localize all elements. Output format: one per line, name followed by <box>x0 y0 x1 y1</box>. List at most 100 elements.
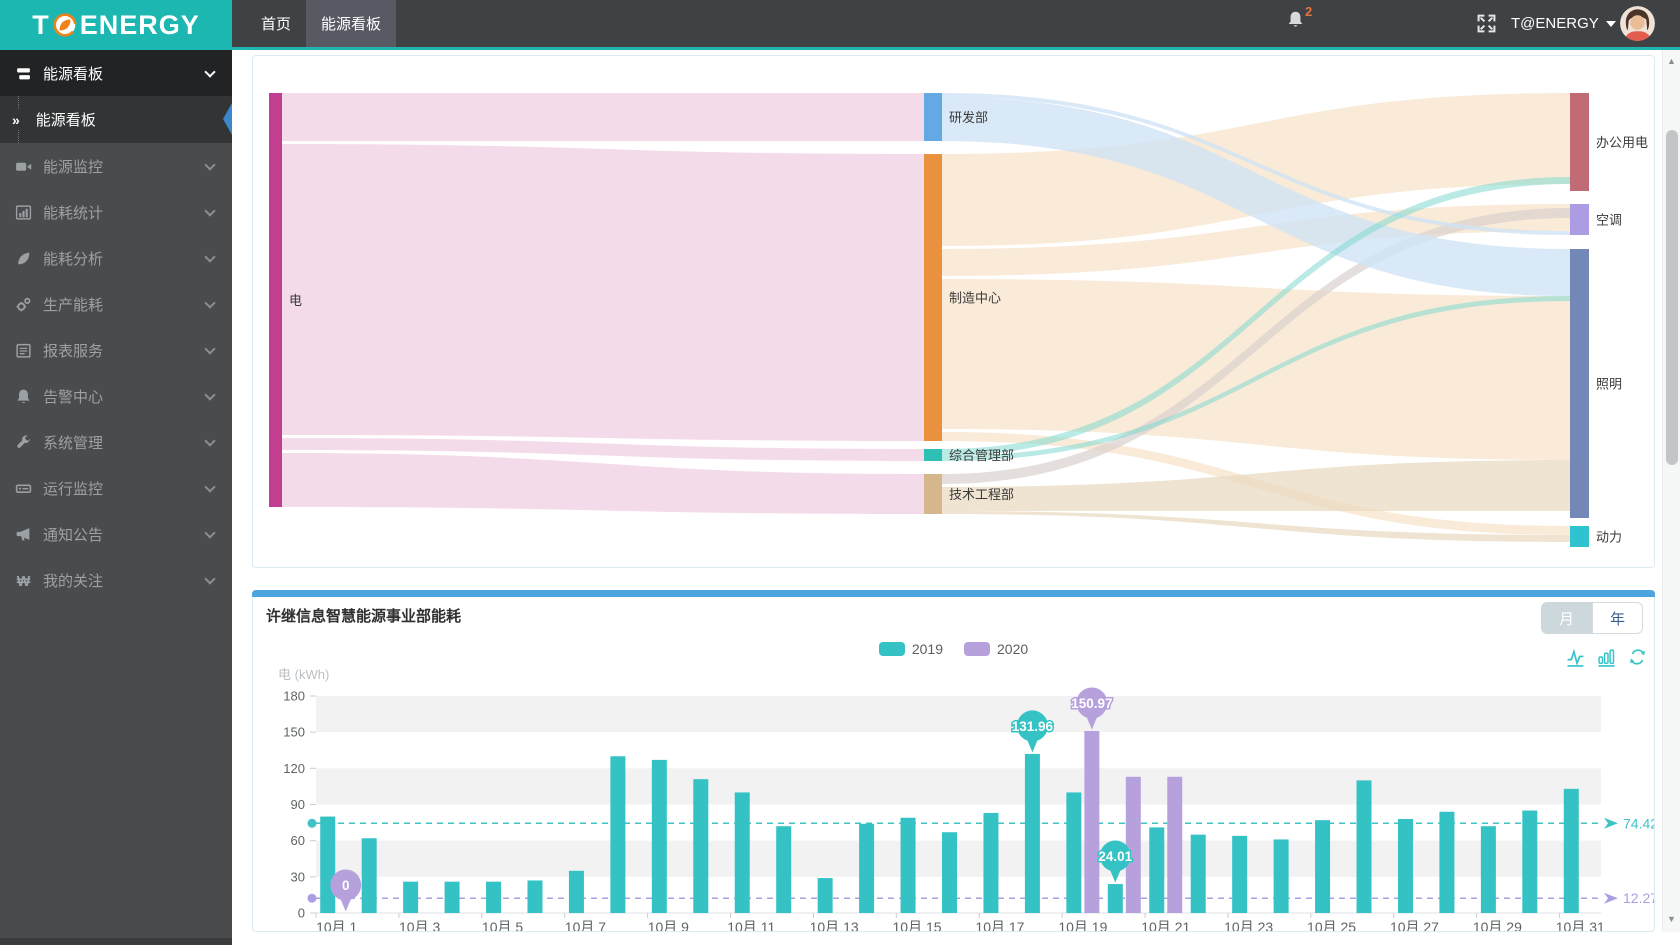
sidebar-item-2[interactable]: 能源监控 <box>0 143 232 189</box>
x-tick-label: 10月 3 <box>399 919 440 931</box>
bar-2019-day28[interactable] <box>1439 811 1455 913</box>
bar-2019-day8[interactable] <box>610 756 626 913</box>
legend-item-2020[interactable]: 2020 <box>964 641 1028 657</box>
legend-item-2019[interactable]: 2019 <box>878 641 943 657</box>
vertical-scrollbar[interactable]: ▲ ▼ <box>1662 50 1680 932</box>
top-tab-2[interactable]: 能源看板 <box>306 0 397 47</box>
period-toggle-year[interactable]: 年 <box>1592 602 1643 634</box>
sidebar-item-7[interactable]: 告警中心 <box>0 373 232 419</box>
sidebar-item-5[interactable]: 生产能耗 <box>0 281 232 327</box>
period-toggle-month[interactable]: 月 <box>1541 602 1592 634</box>
bar-2019-day6[interactable] <box>527 880 543 913</box>
scroll-up-arrow[interactable]: ▲ <box>1667 56 1676 66</box>
sidebar-item-9[interactable]: 运行监控 <box>0 465 232 511</box>
bar-2019-day2[interactable] <box>361 838 377 913</box>
x-tick-label: 10月 21 <box>1141 919 1190 931</box>
sankey-flow-4[interactable] <box>282 453 924 514</box>
marker-balloon-2019[interactable] <box>1016 710 1048 742</box>
bar-2019-day22[interactable] <box>1190 834 1206 913</box>
sidebar-item-3[interactable]: 能耗统计 <box>0 189 232 235</box>
sankey-flow-9[interactable] <box>942 208 1570 484</box>
pulse-chart-icon[interactable] <box>1566 648 1585 667</box>
bar-2019-day10[interactable] <box>693 779 709 913</box>
bar-2019-day13[interactable] <box>817 878 833 913</box>
app-logo[interactable]: T ENERGY <box>0 0 232 50</box>
scrollbar-thumb[interactable] <box>1666 130 1678 465</box>
sidebar-item-10[interactable]: 通知公告 <box>0 511 232 557</box>
sidebar-item-label: 运行监控 <box>43 480 104 498</box>
sidebar-item-6[interactable]: 报表服务 <box>0 327 232 373</box>
sankey-flow-6[interactable] <box>942 204 1570 276</box>
bar-2019-day11[interactable] <box>734 792 750 913</box>
bar-2019-day23[interactable] <box>1232 835 1248 913</box>
sidebar-item-4[interactable]: 能耗分析 <box>0 235 232 281</box>
bar-2019-day26[interactable] <box>1356 780 1372 913</box>
sankey-flow-3[interactable] <box>282 438 924 461</box>
bar-2019-day12[interactable] <box>776 826 792 913</box>
sidebar-item-8[interactable]: 系统管理 <box>0 419 232 465</box>
refresh-icon[interactable] <box>1628 648 1647 667</box>
sankey-flow-7[interactable] <box>942 279 1570 460</box>
sankey-flow-15[interactable] <box>942 296 1570 461</box>
sankey-node-9[interactable] <box>1570 526 1589 547</box>
sidebar-item-11[interactable]: ₩ 我的关注 <box>0 557 232 603</box>
period-toggle: 月年 <box>1541 602 1643 634</box>
sankey-node-8[interactable] <box>1570 249 1589 518</box>
scroll-down-arrow[interactable]: ▼ <box>1667 914 1676 924</box>
bar-2019-day24[interactable] <box>1273 839 1289 913</box>
bar-2019-day21[interactable] <box>1149 827 1165 913</box>
grid-band <box>316 840 1601 877</box>
sankey-flow-11[interactable] <box>942 511 1570 542</box>
bar-2019-day19[interactable] <box>1066 792 1082 913</box>
bar-2019-day18[interactable] <box>1024 753 1040 913</box>
bar-2019-day25[interactable] <box>1315 820 1331 913</box>
bar-2019-day30[interactable] <box>1522 810 1538 913</box>
sankey-flow-12[interactable] <box>942 93 1570 235</box>
user-menu[interactable]: T@ENERGY <box>1511 0 1616 47</box>
sankey-flow-13[interactable] <box>942 97 1570 296</box>
sankey-node-1[interactable] <box>269 93 282 507</box>
bar-2019-day3[interactable] <box>403 881 419 913</box>
bar-2019-day17[interactable] <box>983 812 999 913</box>
bar-2019-day27[interactable] <box>1397 818 1413 913</box>
bar-2019-day16[interactable] <box>942 832 957 913</box>
marker-balloon-2019[interactable] <box>1099 840 1131 872</box>
bar-2019-day1[interactable] <box>320 816 336 913</box>
bar-2019-day31[interactable] <box>1563 788 1579 913</box>
bar-2019-day15[interactable] <box>900 817 916 913</box>
bar-2019-day29[interactable] <box>1480 826 1496 913</box>
average-line-arrow <box>1604 892 1618 904</box>
marker-balloon-2020[interactable] <box>1076 687 1108 719</box>
sankey-node-4[interactable] <box>924 449 942 461</box>
marker-balloon-2020[interactable] <box>330 869 362 901</box>
sankey-flow-1[interactable] <box>282 93 924 141</box>
sankey-node-5[interactable] <box>924 474 942 514</box>
top-tab-1[interactable]: 首页 <box>261 16 292 33</box>
sankey-node-3[interactable] <box>924 154 942 441</box>
bar-2019-day9[interactable] <box>651 759 667 913</box>
bar-2019-day4[interactable] <box>444 881 460 913</box>
bar-2020-day19[interactable] <box>1084 730 1100 913</box>
sankey-flow-10[interactable] <box>942 460 1570 511</box>
sidebar-subitem-energy-dashboard[interactable]: » 能源看板 <box>0 96 232 143</box>
bar-2019-day7[interactable] <box>568 870 584 913</box>
notifications-button[interactable]: 2 <box>1286 4 1320 40</box>
bar-2019-day14[interactable] <box>859 823 875 913</box>
sankey-node-7[interactable] <box>1570 204 1589 235</box>
sidebar-item-1[interactable]: 能源看板 <box>0 50 232 96</box>
y-tick-label: 150 <box>283 725 305 740</box>
bar-2019-day20[interactable] <box>1107 884 1123 913</box>
sankey-node-6[interactable] <box>1570 93 1589 191</box>
sankey-flow-2[interactable] <box>282 144 924 441</box>
avatar[interactable] <box>1620 6 1655 41</box>
fullscreen-button[interactable] <box>1477 14 1496 38</box>
sankey-flow-14[interactable] <box>942 177 1570 456</box>
bar-2020-day21[interactable] <box>1167 776 1183 913</box>
sankey-node-2[interactable] <box>924 93 942 141</box>
sankey-flow-5[interactable] <box>942 93 1570 246</box>
bar-2019-day5[interactable] <box>486 881 502 913</box>
bar-2020-day20[interactable] <box>1125 776 1141 913</box>
bar-chart-icon[interactable] <box>1597 648 1616 667</box>
sankey-node-label: 办公用电 <box>1596 135 1648 150</box>
